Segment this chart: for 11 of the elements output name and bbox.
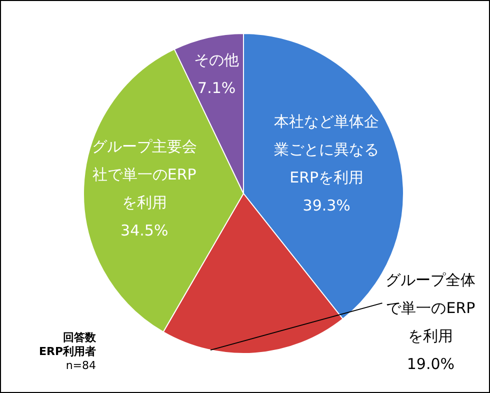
data-label: 19.0% [406,354,455,373]
slice-label: 本社など単体企業ごとに異なるERPを利用 [274,112,380,186]
text: n=84 [64,359,96,373]
slice-label: その他 [194,50,240,69]
data-label: 34.5% [120,221,168,240]
text: 回答数 [62,331,96,345]
data-label: 39.3% [302,196,350,214]
text: ERP利用者 [38,345,96,359]
slice-label: グループ全体で単一のERPを利用 [386,270,476,345]
data-label: 7.1% [198,78,236,97]
slice-label: グループ主要会社で単一のERPを利用 [92,137,197,212]
